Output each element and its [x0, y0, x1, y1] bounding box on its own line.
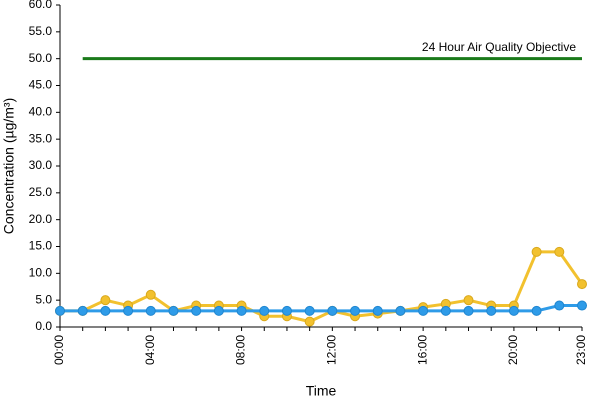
data-point	[145, 305, 156, 316]
data-point	[100, 305, 111, 316]
data-point	[123, 305, 134, 316]
y-axis-title: Concentration (µg/m³)	[1, 98, 17, 234]
data-point	[372, 305, 383, 316]
y-tick-label: 55.0	[29, 24, 53, 38]
data-point	[100, 295, 111, 306]
y-tick-label: 10.0	[29, 266, 53, 280]
data-point	[463, 295, 474, 306]
data-point	[577, 279, 587, 290]
data-point	[55, 305, 65, 316]
y-tick-label: 0.0	[35, 319, 52, 333]
y-tick-label: 30.0	[29, 158, 53, 172]
x-tick-label: 23:00	[574, 335, 588, 365]
data-point	[418, 305, 429, 316]
x-axis-title: Time	[306, 383, 337, 399]
data-point	[554, 300, 565, 311]
data-point	[304, 316, 315, 327]
data-point	[577, 300, 587, 311]
data-point	[304, 305, 315, 316]
y-tick-label: 50.0	[29, 51, 53, 65]
x-tick-label: 04:00	[143, 335, 157, 365]
data-point	[531, 305, 542, 316]
x-tick-label: 20:00	[506, 335, 520, 365]
data-point	[531, 246, 542, 257]
data-point	[463, 305, 474, 316]
data-point	[77, 305, 88, 316]
data-point	[486, 305, 497, 316]
y-tick-label: 15.0	[29, 239, 53, 253]
data-point	[259, 305, 270, 316]
y-tick-label: 60.0	[29, 0, 53, 11]
x-tick-label: 12:00	[325, 335, 339, 365]
data-point	[281, 305, 292, 316]
x-tick-label: 00:00	[52, 335, 66, 365]
y-tick-label: 35.0	[29, 131, 53, 145]
y-tick-label: 25.0	[29, 185, 53, 199]
y-tick-label: 20.0	[29, 212, 53, 226]
data-point	[554, 246, 565, 257]
data-point	[327, 305, 338, 316]
objective-label: 24 Hour Air Quality Objective	[422, 40, 576, 54]
data-point	[395, 305, 406, 316]
y-tick-label: 40.0	[29, 105, 53, 119]
data-point	[440, 305, 451, 316]
y-tick-label: 45.0	[29, 78, 53, 92]
y-tick-label: 5.0	[35, 292, 52, 306]
data-point	[508, 305, 519, 316]
data-point	[350, 305, 361, 316]
data-point	[213, 305, 224, 316]
data-point	[236, 305, 247, 316]
data-point	[145, 289, 156, 300]
x-tick-label: 16:00	[415, 335, 429, 365]
x-tick-label: 08:00	[234, 335, 248, 365]
data-point	[168, 305, 179, 316]
data-point	[191, 305, 202, 316]
